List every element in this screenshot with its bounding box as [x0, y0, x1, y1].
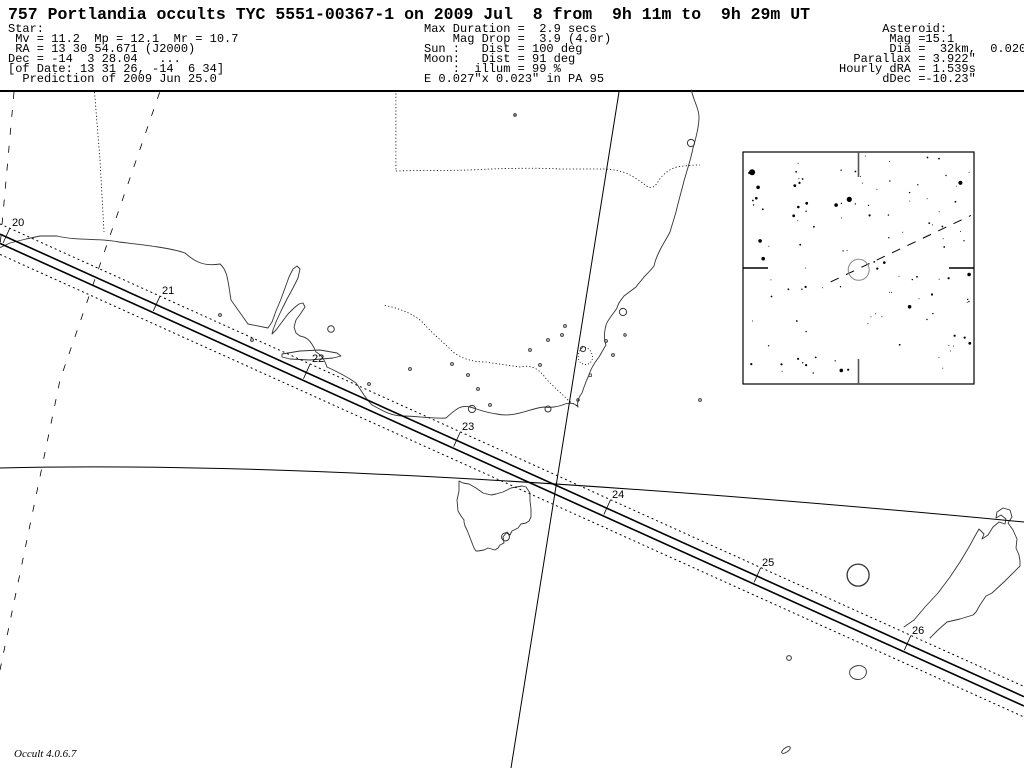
svg-text:23: 23	[462, 421, 474, 433]
svg-text:21: 21	[162, 285, 174, 297]
svg-text:20: 20	[12, 217, 24, 229]
svg-text:24: 24	[612, 489, 624, 501]
svg-text:22: 22	[312, 353, 324, 365]
svg-text:25: 25	[762, 557, 774, 569]
svg-text:26: 26	[912, 625, 924, 637]
